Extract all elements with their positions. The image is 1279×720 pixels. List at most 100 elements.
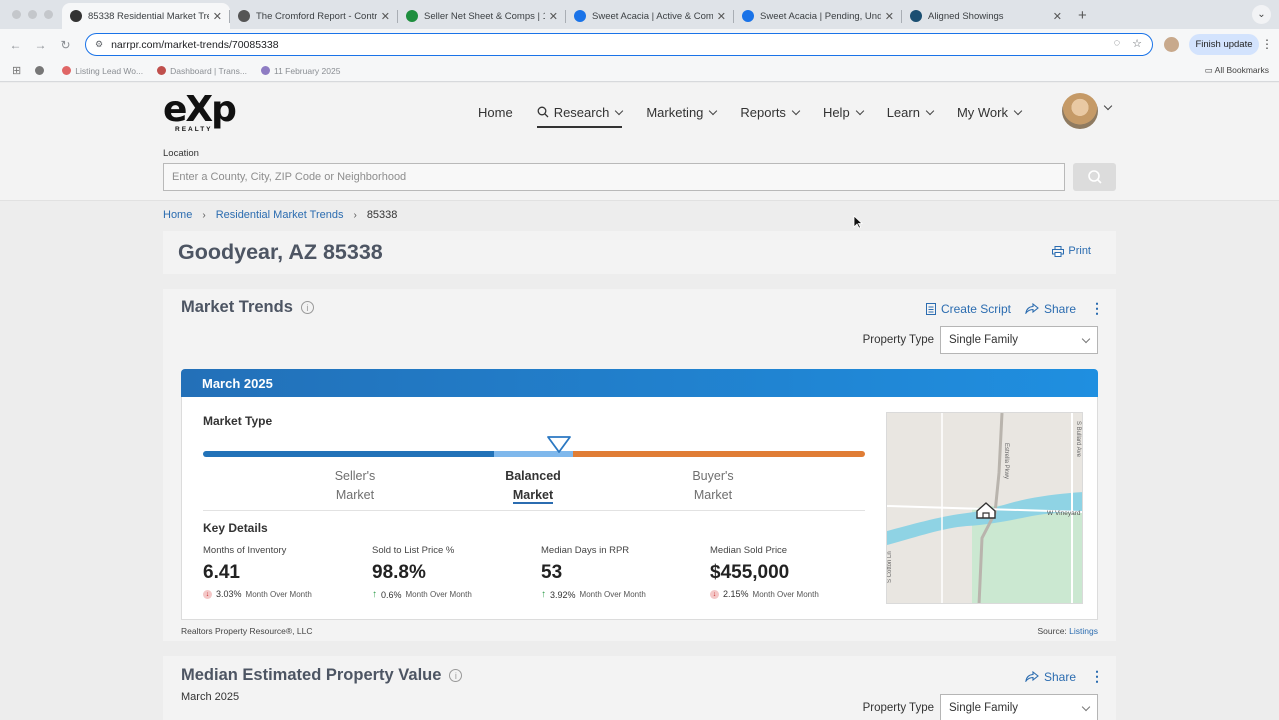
property-type-select[interactable]: Single Family [940,326,1098,354]
address-bar[interactable]: ⚙ narrpr.com/market-trends/70085338 ◌ ☆ [85,33,1153,56]
stat-value: $455,000 [710,562,790,583]
breadcrumb-home[interactable]: Home [163,209,193,221]
map-label-bullard: S Bullard Ave [1075,421,1081,458]
all-bookmarks[interactable]: ▭ All Bookmarks [1204,65,1269,75]
print-button[interactable]: Print [1052,245,1091,257]
create-script-button[interactable]: Create Script [925,302,1011,316]
stat-change: ↓ 3.03% Month Over Month [203,589,368,599]
more-options-icon[interactable]: ⋮ [1090,668,1104,684]
bookmark-label: Dashboard | Trans... [170,65,247,76]
forward-icon[interactable]: → [34,37,47,52]
nav-item-my-work[interactable]: My Work [956,102,1023,122]
tab-search-icon[interactable]: ⌄ [1252,5,1271,24]
more-options-icon[interactable]: ⋮ [1090,300,1104,316]
chevron-down-icon[interactable] [1103,101,1113,111]
bookmark-item[interactable]: 11 February 2025 [260,65,341,76]
browser-profile-avatar[interactable] [1164,37,1179,52]
nav-item-reports[interactable]: Reports [740,102,801,122]
stat-card: Months of Inventory 6.41 ↓ 3.03% Month Over … [203,545,368,599]
stat-card: Median Days in RPR 53 ↑ 3.92% Month Over Mon… [541,545,706,600]
property-type-select[interactable]: Single Family [940,694,1098,720]
stat-change-period: Month Over Month [579,590,646,599]
apps-grid-icon[interactable]: ⊞ [12,65,22,77]
url-text: narrpr.com/market-trends/70085338 [111,38,279,51]
close-tab-icon[interactable]: ✕ [548,10,558,23]
stat-change: ↑ 0.6% Month Over Month [372,589,537,600]
property-type-label: Property Type [862,334,934,346]
arrow-down-icon: ↓ [710,589,719,599]
median-value-title: Median Estimated Property Value i [181,666,463,685]
browser-tab[interactable]: Sweet Acacia | Pending, Und ✕ [734,3,902,29]
browser-menu-icon[interactable]: ⋮ [1261,37,1273,51]
close-tab-icon[interactable]: ✕ [716,10,726,23]
close-tab-icon[interactable]: ✕ [380,10,390,23]
bookmark-star-icon[interactable]: ☆ [1132,38,1142,50]
map-label-vineyard: W Vineyard [1047,510,1081,517]
browser-tab[interactable]: The Cromford Report - Contr ✕ [230,3,398,29]
nav-label: Home [478,104,513,120]
bookmark-item[interactable]: Dashboard | Trans... [157,66,247,76]
bookmark-item[interactable]: Listing Lead Wo... [62,66,143,76]
map-graphic: Estrella Pkwy S Bullard Ave W Vineyard S… [887,413,1082,603]
close-tab-icon[interactable]: ✕ [1052,10,1062,23]
stat-change-period: Month Over Month [752,589,819,599]
share-button[interactable]: Share [1025,670,1076,684]
chevron-down-icon [855,106,864,115]
home-marker-icon [976,502,996,519]
nav-item-marketing[interactable]: Marketing [646,102,718,122]
bookmark-item[interactable] [35,66,48,75]
back-icon[interactable]: ← [9,37,22,52]
location-map[interactable]: Estrella Pkwy S Bullard Ave W Vineyard S… [886,412,1083,604]
nav-item-research[interactable]: Research [536,102,624,128]
search-button[interactable] [1073,163,1116,191]
exp-realty-logo[interactable]: eXp REALTY [163,89,237,134]
site-info-icon[interactable]: ⚙ [95,39,104,49]
bookmark-favicon-icon [35,66,45,75]
nav-label: Learn [886,104,920,120]
info-icon[interactable]: i [449,669,463,682]
share-button[interactable]: Share [1025,302,1076,316]
median-value-subtitle: March 2025 [181,691,240,703]
tab-title: The Cromford Report - Contr [256,10,377,22]
info-icon[interactable]: i [300,301,314,314]
page-title: Goodyear, AZ 85338 [178,240,383,264]
sellers-segment [203,451,494,457]
location-search-input[interactable]: Enter a County, City, ZIP Code or Neighb… [163,163,1065,191]
balanced-segment [494,451,573,457]
footer-attribution: Realtors Property Resource®, LLC [181,626,313,636]
nav-label: My Work [956,104,1008,120]
nav-item-home[interactable]: Home [478,102,513,122]
browser-tab[interactable]: Sweet Acacia | Active & Com ✕ [566,3,734,29]
window-controls[interactable] [0,0,62,29]
tab-favicon-icon [742,10,754,22]
stat-change-period: Month Over Month [245,589,312,599]
market-type-gauge [203,451,865,457]
close-tab-icon[interactable]: ✕ [212,10,222,23]
close-tab-icon[interactable]: ✕ [884,10,894,23]
eye-off-icon[interactable]: ◌ [1113,37,1121,49]
market-trends-title: Market Trends i [181,298,314,317]
chevron-down-icon [1081,334,1091,343]
property-type-filter: Property Type Single Family [863,694,1098,720]
nav-item-learn[interactable]: Learn [886,102,935,122]
browser-tab[interactable]: Seller Net Sheet & Comps | 1 ✕ [398,3,566,29]
bookmark-favicon-icon [260,66,270,75]
breadcrumb-market-trends[interactable]: Residential Market Trends [215,209,344,221]
new-tab-button[interactable]: + [1078,7,1087,24]
user-avatar[interactable] [1062,93,1098,129]
browser-tab[interactable]: Aligned Showings ✕ [902,3,1070,29]
reload-icon[interactable]: ↻ [60,37,71,52]
chevron-down-icon [709,106,718,115]
stat-name: Median Days in RPR [541,545,630,556]
browser-tab[interactable]: 85338 Residential Market Tre ✕ [62,3,230,29]
nav-label: Help [822,104,850,120]
nav-item-help[interactable]: Help [822,102,864,122]
main-nav: Home Research Marketing Reports Help Learn My … [478,102,1023,128]
map-label-estrella: Estrella Pkwy [1003,443,1009,479]
bookmark-label: 11 February 2025 [273,65,341,76]
tab-title: Aligned Showings [928,10,1004,22]
finish-update-button[interactable]: Finish update [1189,34,1259,55]
source-link[interactable]: Listings [1069,626,1098,636]
divider [203,510,865,511]
chevron-right-icon: › [202,209,206,221]
